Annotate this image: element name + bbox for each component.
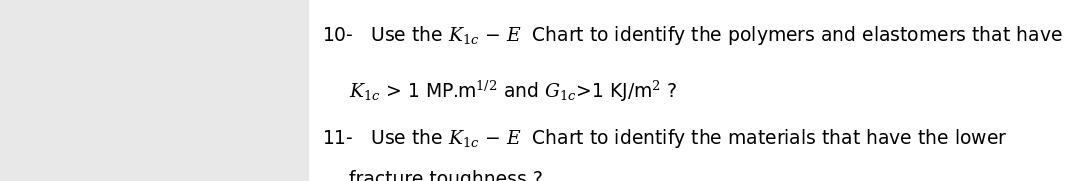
Text: fracture toughness ?: fracture toughness ? [349,170,543,181]
Bar [0,0,308,181]
Text: 10-   Use the $K_{1c}$ $-$ $E$  Chart to identify the polymers and elastomers th: 10- Use the $K_{1c}$ $-$ $E$ Chart to id… [322,24,1063,47]
Text: $K_{1c}$ > 1 MP.m$^{1/2}$ and $G_{1c}$>1 KJ/m$^{2}$ ?: $K_{1c}$ > 1 MP.m$^{1/2}$ and $G_{1c}$>1… [349,79,677,104]
Text: 11-   Use the $K_{1c}$ $-$ $E$  Chart to identify the materials that have the lo: 11- Use the $K_{1c}$ $-$ $E$ Chart to id… [322,127,1008,150]
